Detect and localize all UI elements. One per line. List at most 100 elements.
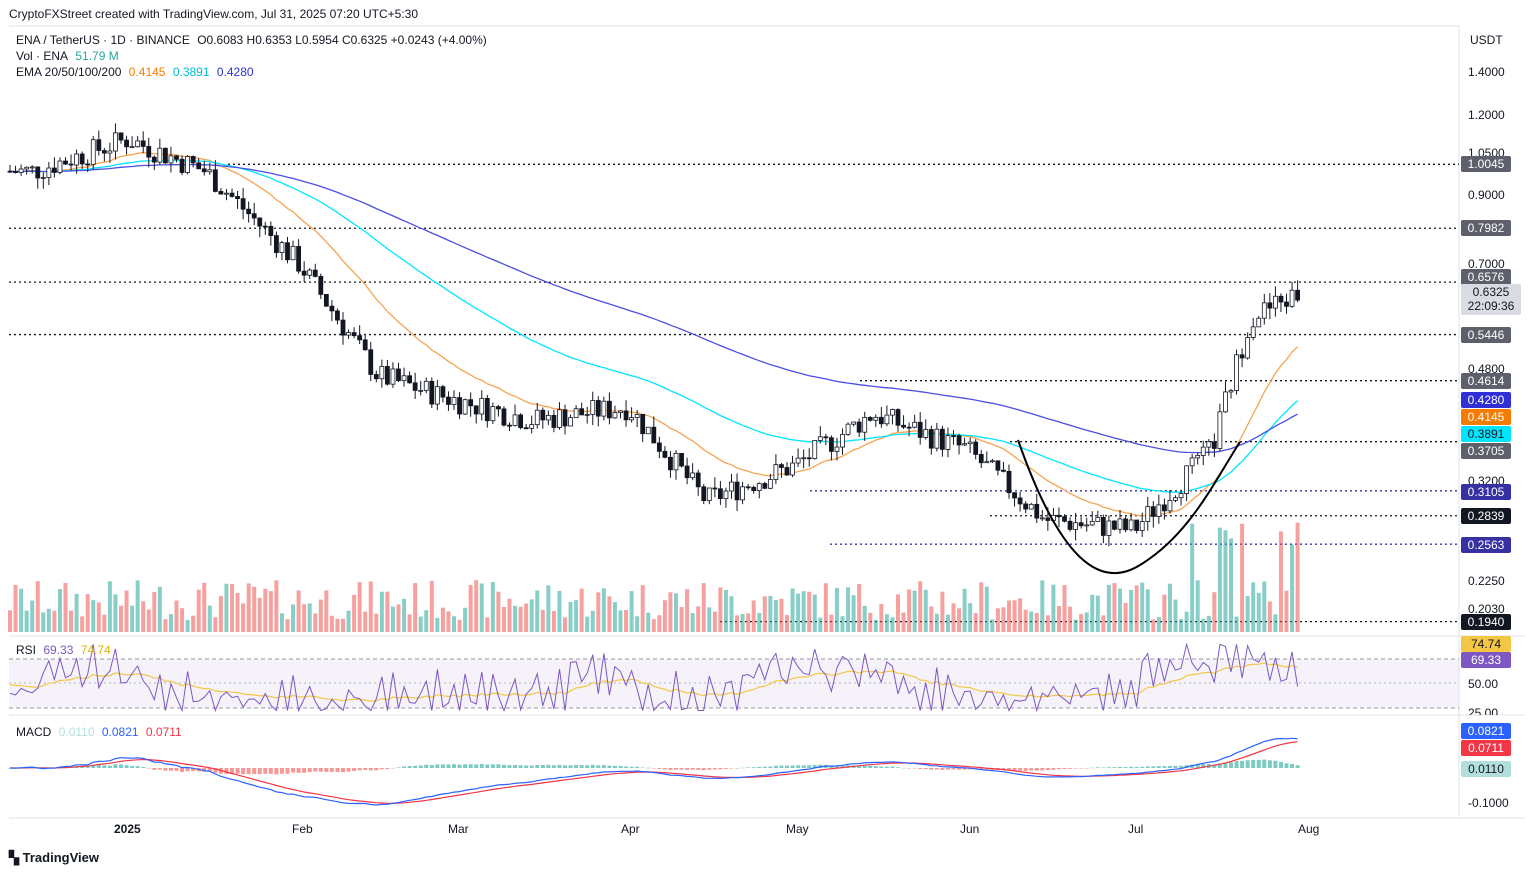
volume-bar <box>1012 600 1017 632</box>
candle-body <box>312 269 318 277</box>
candle-body <box>812 440 818 459</box>
volume-bar <box>19 588 24 632</box>
candle-body <box>1273 295 1278 309</box>
volume-bar <box>335 618 340 632</box>
volume-bar <box>1184 611 1189 632</box>
macd-histogram-bar <box>507 765 512 768</box>
macd-histogram-bar <box>274 768 279 775</box>
volume-bar <box>413 583 418 632</box>
macd-histogram-bar <box>568 765 573 768</box>
volume-bar <box>107 581 112 632</box>
macd-histogram-bar <box>185 768 190 772</box>
candle-body <box>706 487 712 502</box>
volume-legend: Vol · ENA 51.79 M <box>16 49 123 63</box>
candle-body <box>718 488 723 500</box>
candle-body <box>1117 518 1123 530</box>
volume-bar <box>1162 594 1167 632</box>
candle-body <box>190 156 196 164</box>
y-tick-label: 0.2030 <box>1468 602 1505 616</box>
macd-histogram-bar <box>318 768 323 772</box>
macd-histogram-bar <box>540 764 545 768</box>
candle-body <box>1056 514 1062 518</box>
volume-bar <box>35 581 40 632</box>
macd-histogram-bar <box>263 768 268 774</box>
volume-bar <box>163 619 168 632</box>
candle-body <box>923 429 929 438</box>
macd-histogram-bar <box>168 768 173 771</box>
candle-body <box>745 486 751 489</box>
volume-bar <box>1062 585 1067 632</box>
volume-bar <box>479 583 484 632</box>
macd-histogram-bar <box>1295 765 1300 768</box>
created-with-line: CryptoFXStreet created with TradingView.… <box>9 7 418 21</box>
macd-histogram-bar <box>701 768 706 771</box>
macd-histogram-bar <box>729 768 734 769</box>
candle-body <box>1162 504 1167 512</box>
volume-bar <box>701 583 706 632</box>
candle-body <box>634 413 640 419</box>
candle-body <box>695 472 701 488</box>
candle-body <box>1150 506 1156 517</box>
volume-bar <box>818 617 823 632</box>
candle-body <box>701 486 707 502</box>
candle-body <box>590 400 596 415</box>
volume-bar <box>80 616 85 632</box>
candle-body <box>629 417 634 421</box>
macd-histogram-bar <box>912 768 917 769</box>
volume-bar <box>568 601 573 632</box>
candle-body <box>729 481 734 492</box>
candle-body <box>63 160 68 165</box>
candle-body <box>90 139 96 165</box>
candle-body <box>762 483 768 489</box>
candle-body <box>934 428 940 449</box>
candle-body <box>1067 520 1073 530</box>
macd-histogram-bar <box>102 765 107 768</box>
volume-bar <box>1151 619 1156 632</box>
volume-bar <box>546 585 551 632</box>
candle-body <box>767 479 773 489</box>
macd-histogram-bar <box>241 768 246 775</box>
x-tick-label: Apr <box>621 822 640 836</box>
volume-bar <box>235 592 240 632</box>
volume-bar <box>551 611 556 632</box>
macd-histogram-bar <box>907 768 912 769</box>
macd-histogram-bar <box>646 767 651 769</box>
candle-body <box>784 467 790 476</box>
candle-body <box>235 196 240 200</box>
candle-body <box>340 319 346 336</box>
volume-bar <box>1079 614 1084 632</box>
macd-histogram-bar <box>1051 768 1056 770</box>
volume-bar <box>346 610 351 632</box>
volume-bar <box>1278 531 1283 632</box>
volume-bar <box>146 609 151 632</box>
volume-bar <box>945 614 950 632</box>
volume-bar <box>785 615 789 632</box>
volume-bar <box>624 610 629 632</box>
volume-bar <box>651 619 656 632</box>
candle-body <box>612 412 618 419</box>
candle-body <box>840 433 845 448</box>
volume-bar <box>857 583 862 632</box>
candle-body <box>740 486 745 501</box>
candle-body <box>878 416 884 425</box>
volume-bar <box>1173 599 1178 632</box>
volume-bar <box>218 595 223 632</box>
volume-bar <box>851 595 856 632</box>
macd-histogram-bar <box>119 764 123 768</box>
candle-body <box>1206 441 1212 448</box>
volume-bar <box>1240 523 1245 632</box>
candle-body <box>656 442 662 452</box>
volume-bar <box>130 605 135 632</box>
volume-bar <box>46 608 51 632</box>
y-tick-label: 1.2000 <box>1468 108 1505 122</box>
volume-bar <box>923 589 928 632</box>
macd-histogram-bar <box>246 768 251 775</box>
volume-bar <box>635 616 640 632</box>
candle-body <box>1145 506 1151 522</box>
macd-line <box>9 737 1298 806</box>
candle-body <box>29 166 35 169</box>
ema50-value: 0.3891 <box>172 65 210 79</box>
volume-bar <box>1073 619 1078 632</box>
macd-histogram-bar <box>857 765 862 768</box>
